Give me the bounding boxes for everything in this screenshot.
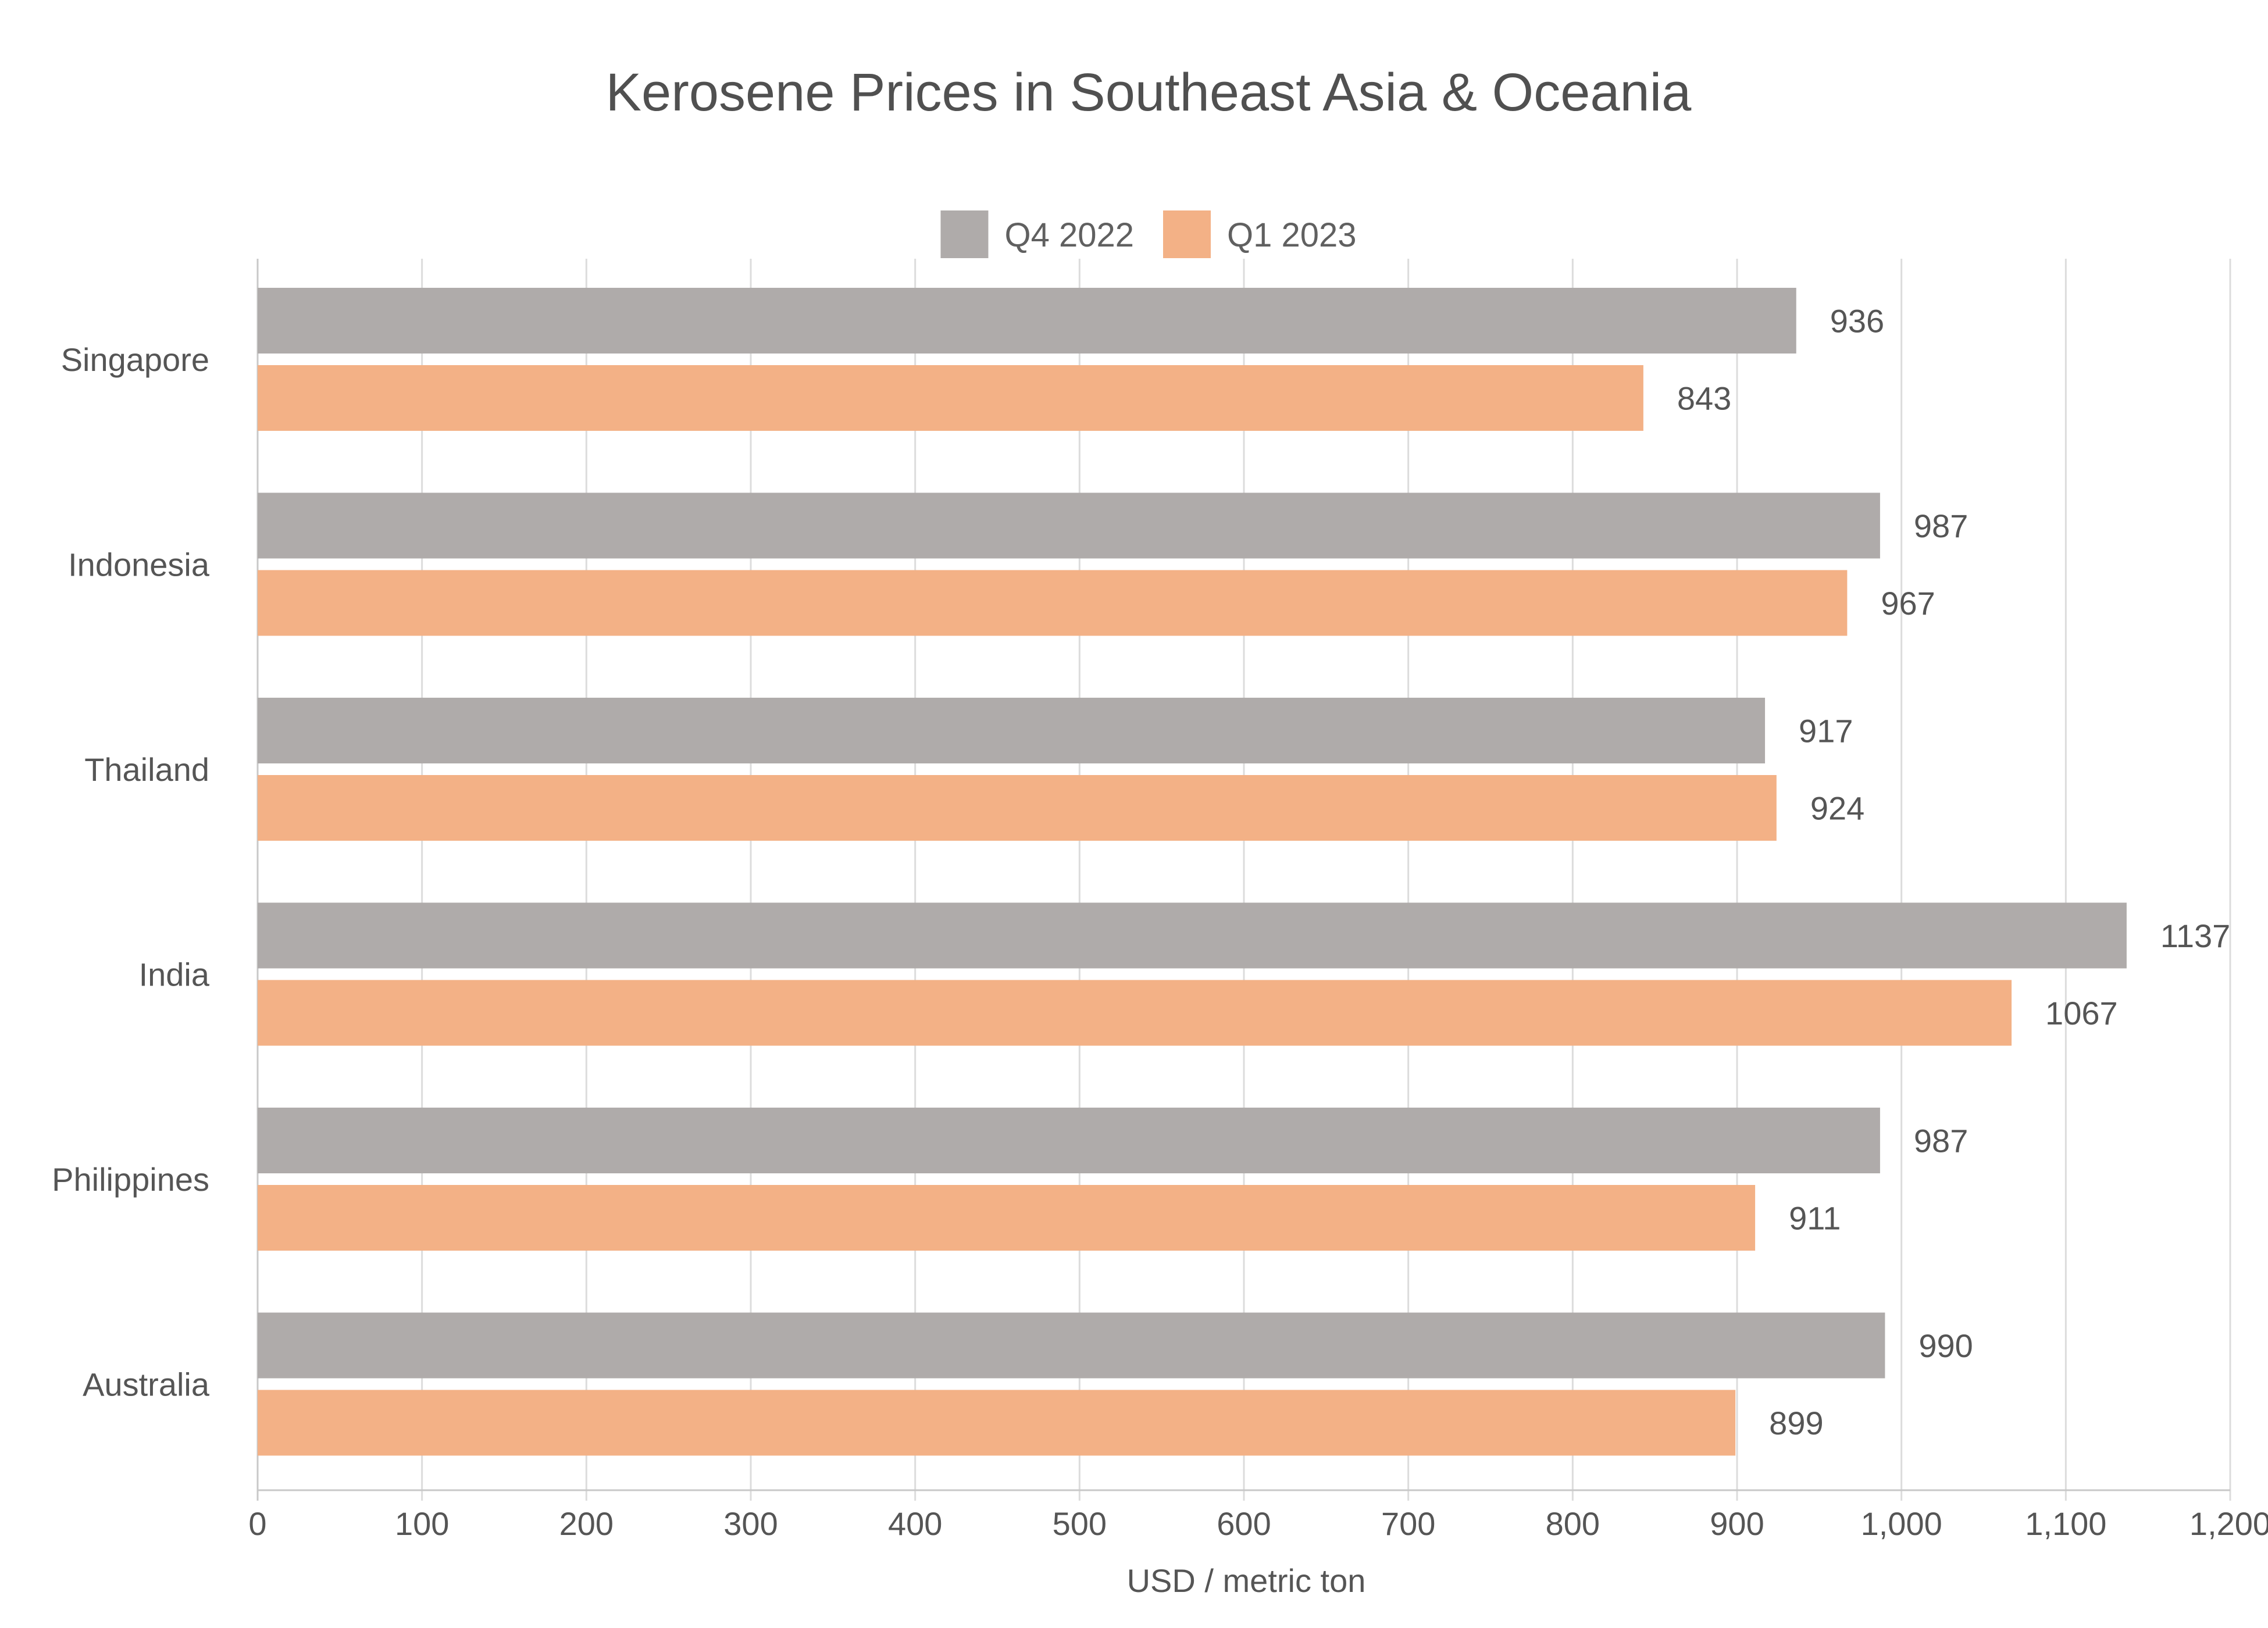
legend-swatch-q1-2023	[1163, 210, 1211, 258]
x-tick-label-900: 900	[1710, 1505, 1764, 1542]
data-labels-group: 936 843 987 967 917 924 1137 1067 987 911 990 899	[1677, 303, 2230, 1442]
x-tick-label-300: 300	[723, 1505, 778, 1542]
x-tick-label-500: 500	[1053, 1505, 1107, 1542]
x-axis-title: USD / metric ton	[1127, 1562, 1366, 1599]
data-label-singapore-q1-2023: 843	[1677, 380, 1731, 417]
data-label-thailand-q4-2022: 917	[1799, 713, 1853, 749]
x-axis-ticks: 0 100 200 300 400 500 600 700 800 900 1,000 1,100 1,…	[248, 1505, 2268, 1542]
gridlines	[256, 259, 2231, 1501]
legend-label-q1-2023: Q1 2023	[1227, 216, 1357, 254]
bar-philippines-q4-2022	[258, 1108, 1880, 1173]
bar-singapore-q4-2022	[258, 288, 1796, 354]
data-label-australia-q1-2023: 899	[1769, 1405, 1823, 1441]
data-label-indonesia-q1-2023: 967	[1881, 585, 1935, 622]
chart-title: Kerosene Prices in Southeast Asia & Ocea…	[606, 63, 1692, 122]
data-label-philippines-q1-2023: 911	[1789, 1200, 1841, 1237]
bar-australia-q4-2022	[258, 1312, 1885, 1379]
bar-indonesia-q1-2023	[258, 570, 1848, 636]
legend-item-q1-2023: Q1 2023	[1163, 210, 1357, 258]
bar-philippines-q1-2023	[258, 1185, 1756, 1251]
x-tick-label-1-200: 1,200	[2189, 1505, 2268, 1542]
legend: Q4 2022 Q1 2023	[940, 210, 1357, 258]
x-tick-label-400: 400	[888, 1505, 942, 1542]
x-tick-label-700: 700	[1381, 1505, 1435, 1542]
bar-australia-q1-2023	[258, 1390, 1736, 1456]
bar-singapore-q1-2023	[258, 365, 1643, 431]
bar-thailand-q1-2023	[258, 775, 1777, 841]
category-label-australia: Australia	[83, 1366, 210, 1403]
category-label-india: India	[139, 956, 210, 993]
legend-label-q4-2022: Q4 2022	[1004, 216, 1134, 254]
category-label-philippines: Philippines	[52, 1161, 209, 1198]
bar-thailand-q4-2022	[258, 698, 1766, 763]
data-label-singapore-q4-2022: 936	[1830, 303, 1884, 340]
category-label-thailand: Thailand	[84, 751, 209, 788]
x-tick-label-0: 0	[248, 1505, 266, 1542]
data-label-indonesia-q4-2022: 987	[1914, 508, 1968, 544]
category-label-indonesia: Indonesia	[68, 547, 210, 583]
x-tick-label-200: 200	[559, 1505, 614, 1542]
legend-item-q4-2022: Q4 2022	[940, 210, 1134, 258]
data-label-australia-q4-2022: 990	[1918, 1327, 1973, 1364]
x-tick-label-800: 800	[1546, 1505, 1600, 1542]
category-label-singapore: Singapore	[61, 341, 209, 378]
x-tick-label-600: 600	[1217, 1505, 1271, 1542]
data-label-thailand-q1-2023: 924	[1810, 790, 1864, 827]
data-label-india-q4-2022: 1137	[2160, 917, 2230, 954]
data-label-india-q1-2023: 1067	[2045, 995, 2118, 1031]
bars-group	[258, 288, 2127, 1456]
x-tick-label-1-100: 1,100	[2025, 1505, 2106, 1542]
data-label-philippines-q4-2022: 987	[1914, 1123, 1968, 1159]
category-labels-group: Singapore Indonesia Thailand India Philippin…	[52, 341, 210, 1403]
x-tick-label-1-000: 1,000	[1861, 1505, 1942, 1542]
legend-swatch-q4-2022	[940, 210, 989, 258]
x-tick-label-100: 100	[395, 1505, 449, 1542]
bar-indonesia-q4-2022	[258, 492, 1880, 559]
bar-india-q1-2023	[258, 980, 2012, 1046]
bar-india-q4-2022	[258, 902, 2127, 969]
